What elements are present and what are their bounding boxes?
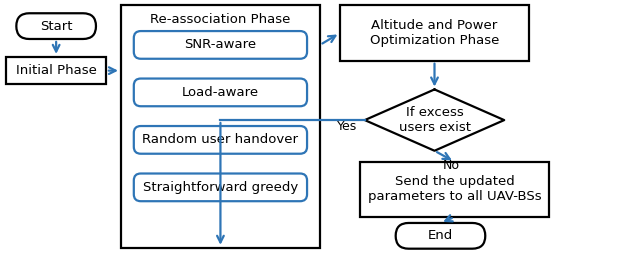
Text: Random user handover: Random user handover (143, 133, 298, 146)
Text: Re-association Phase: Re-association Phase (150, 13, 291, 26)
Text: Altitude and Power
Optimization Phase: Altitude and Power Optimization Phase (370, 19, 499, 47)
FancyBboxPatch shape (134, 31, 307, 59)
Text: SNR-aware: SNR-aware (184, 38, 257, 51)
Bar (6, 57, 106, 85)
FancyBboxPatch shape (396, 223, 485, 249)
Text: If excess
users exist: If excess users exist (399, 106, 470, 134)
FancyBboxPatch shape (134, 126, 307, 154)
Polygon shape (365, 89, 504, 151)
Text: Initial Phase: Initial Phase (16, 64, 97, 77)
FancyBboxPatch shape (134, 173, 307, 201)
FancyBboxPatch shape (17, 13, 96, 39)
Text: Load-aware: Load-aware (182, 86, 259, 99)
Text: Start: Start (40, 20, 72, 33)
Bar (340, 5, 529, 61)
Text: Send the updated
parameters to all UAV-BSs: Send the updated parameters to all UAV-B… (367, 175, 541, 203)
Text: Straightforward greedy: Straightforward greedy (143, 181, 298, 194)
Text: No: No (442, 159, 460, 172)
Bar (360, 162, 549, 217)
Text: Yes: Yes (337, 120, 357, 133)
Text: End: End (428, 229, 453, 242)
Bar (121, 5, 320, 248)
FancyBboxPatch shape (134, 79, 307, 106)
